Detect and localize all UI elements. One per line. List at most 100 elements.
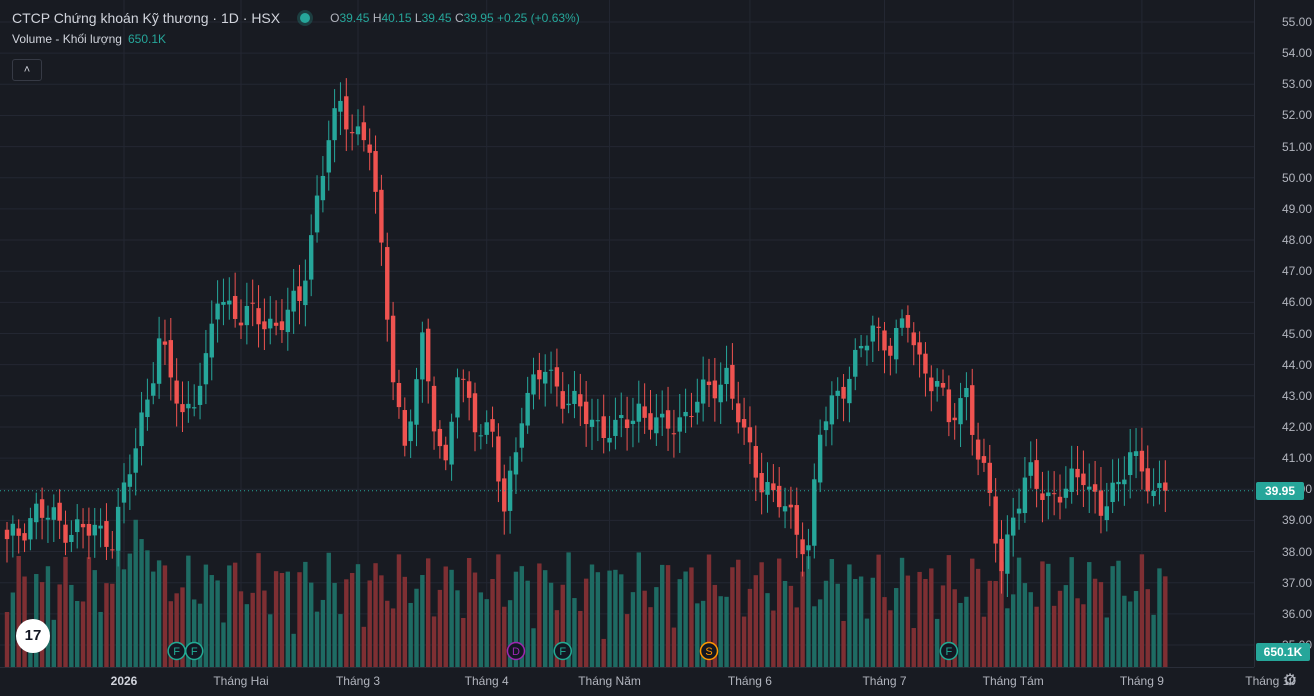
volume-bar: [794, 607, 799, 667]
event-marker[interactable]: D: [506, 641, 526, 661]
price-axis[interactable]: 55.00 54.00 53.00 52.00 51.00 50.00 49.00 48.00…: [1254, 0, 1314, 667]
candle-body: [186, 403, 191, 409]
candle-body: [654, 417, 659, 434]
candle-body: [999, 538, 1004, 572]
candle-body: [449, 421, 454, 465]
candle-body: [1034, 460, 1039, 489]
candle-body: [595, 420, 601, 422]
candle-body: [1145, 468, 1150, 492]
candle-body: [513, 452, 519, 475]
volume-bar: [964, 596, 969, 667]
candle-body: [642, 406, 647, 418]
event-marker[interactable]: F: [553, 641, 572, 661]
volume-bar: [121, 569, 127, 667]
volume-bar: [759, 562, 764, 667]
market-open-icon: [300, 13, 311, 23]
price-tick-label: 52.00: [1281, 108, 1312, 123]
volume-bar: [133, 519, 138, 667]
candle-body: [314, 195, 320, 233]
volume-bar: [999, 561, 1004, 667]
high-value: 40.15: [381, 11, 412, 25]
symbol-title[interactable]: CTCP Chứng khoán Kỹ thương · 1D · HSX: [12, 10, 281, 26]
candle-body: [812, 479, 817, 546]
volume-bar: [63, 556, 68, 667]
candle-body: [203, 353, 209, 385]
candle-body: [396, 383, 402, 408]
candle-body: [952, 417, 957, 421]
volume-bar: [1092, 578, 1098, 667]
candle-body: [75, 519, 80, 533]
legend-header: CTCP Chứng khoán Kỹ thương · 1D · HSX O3…: [12, 10, 580, 26]
candle-body: [496, 436, 501, 482]
time-tick-label: Tháng 4: [464, 674, 509, 688]
volume-bar: [209, 575, 214, 667]
candle-body: [970, 385, 975, 435]
candle-body: [882, 330, 887, 351]
volume-bar: [127, 553, 133, 667]
candle-body: [940, 382, 946, 388]
candle-body: [16, 528, 21, 536]
volume-bar: [993, 581, 998, 667]
event-marker[interactable]: F: [167, 641, 186, 661]
volume-bar: [531, 628, 536, 667]
candle-body: [566, 403, 571, 406]
event-marker-circle: [506, 641, 526, 661]
event-marker[interactable]: F: [184, 641, 204, 661]
candle-body: [303, 280, 308, 306]
candle-body: [765, 482, 770, 495]
volume-bar: [502, 606, 507, 667]
tradingview-logo-icon[interactable]: 17: [16, 619, 50, 653]
candle-body: [934, 381, 940, 387]
volume-bar: [952, 589, 957, 667]
volume-bar: [940, 585, 946, 667]
candle-body: [92, 524, 97, 536]
volume-bar: [1098, 582, 1104, 667]
candle-body: [537, 370, 542, 380]
gear-icon[interactable]: ⚙: [1282, 672, 1298, 689]
candle-body: [1098, 490, 1104, 516]
candle-body: [484, 422, 489, 435]
candle-body: [665, 410, 671, 429]
volume-bar: [911, 628, 916, 667]
volume-bar: [1034, 606, 1039, 667]
volume-bar: [817, 599, 823, 667]
volume-bar: [730, 567, 735, 667]
event-marker[interactable]: F: [939, 641, 959, 661]
candle-body: [630, 420, 636, 424]
volume-bar: [232, 562, 238, 667]
time-axis[interactable]: 2026 Tháng Hai Tháng 3 Tháng 4 Tháng Năm Thán…: [0, 667, 1296, 696]
price-tick-label: 55.00: [1281, 15, 1312, 29]
candle-body: [958, 398, 963, 425]
volume-bar: [390, 608, 396, 667]
price-tick-label: 53.00: [1281, 77, 1312, 92]
volume-value: 650.1K: [127, 32, 167, 46]
candle-body: [39, 499, 45, 518]
volume-bar: [1157, 568, 1162, 667]
volume-bar: [595, 572, 601, 667]
candle-body: [572, 390, 577, 404]
volume-bar: [946, 555, 952, 667]
volume-bar: [426, 558, 431, 667]
candle-body: [273, 322, 279, 326]
price-tick-label: 47.00: [1281, 264, 1312, 279]
collapse-legend-button[interactable]: ˄: [12, 59, 42, 81]
volume-bar: [753, 575, 758, 667]
candle-body: [823, 421, 829, 431]
volume-bar: [1069, 557, 1074, 667]
candle-body: [946, 389, 952, 423]
event-marker[interactable]: S: [699, 641, 719, 661]
volume-bar: [80, 601, 86, 667]
time-tick-label: Tháng 6: [727, 674, 772, 688]
candle-body: [443, 444, 448, 461]
volume-bar: [309, 582, 314, 667]
price-tick-label: 43.00: [1281, 388, 1312, 403]
candle-body: [180, 404, 185, 413]
volume-label[interactable]: Volume - Khối lượng: [12, 32, 122, 46]
candle-body: [624, 419, 630, 429]
volume-bar: [1022, 583, 1028, 667]
candle-body: [736, 403, 741, 423]
volume-bar: [115, 520, 121, 667]
candle-body: [677, 417, 682, 432]
